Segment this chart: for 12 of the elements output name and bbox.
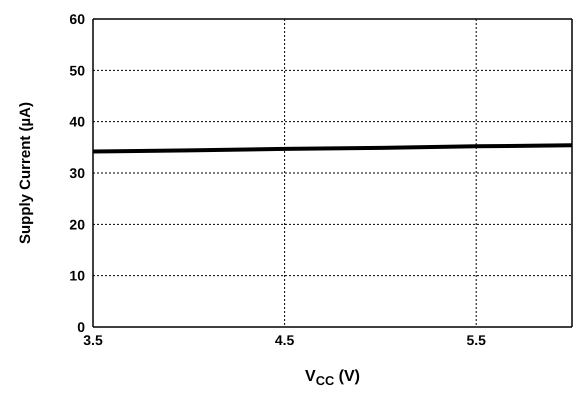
x-tick-label: 4.5	[274, 332, 295, 348]
y-tick-label: 50	[69, 62, 86, 78]
y-tick-label: 60	[69, 10, 86, 27]
y-tick-label: 10	[69, 268, 86, 284]
y-tick-label: 20	[69, 216, 86, 232]
y-tick-label: 40	[69, 114, 86, 130]
x-axis-title: V$_{CC}$ (V)	[305, 368, 360, 388]
x-tick-label: 3.5	[83, 332, 103, 348]
y-tick-label: 0	[77, 318, 86, 335]
y-tick-label: 30	[69, 164, 86, 181]
x-tick-label: 5.5	[466, 332, 486, 348]
y-axis-title: Supply Current (µA)	[17, 102, 34, 244]
